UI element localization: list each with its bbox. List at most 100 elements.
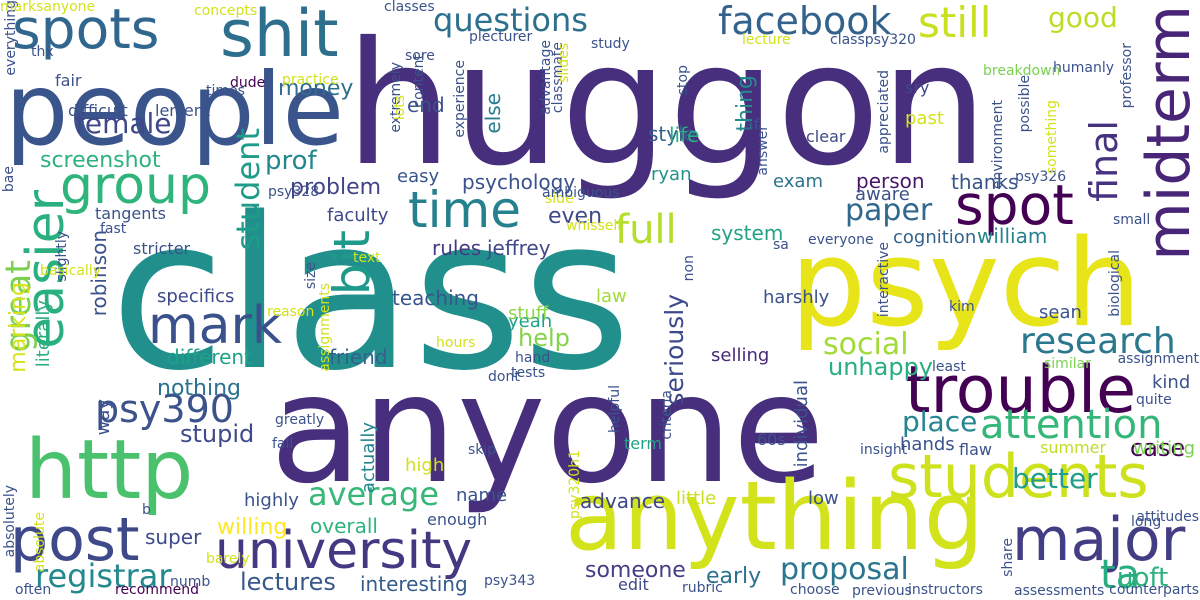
word-instructors: instructors [908, 582, 983, 598]
word-similar: similar [1044, 356, 1091, 372]
word-anything: anything [565, 462, 985, 572]
word-sry: sry [905, 78, 930, 97]
word-biological: biological [1107, 250, 1123, 317]
word-size: size [303, 262, 319, 290]
word-humanly: humanly [1053, 60, 1115, 76]
word-post: post [10, 505, 140, 575]
word-time: time [408, 181, 521, 239]
word-major: major [1012, 505, 1186, 575]
word-fast: fast [100, 221, 127, 237]
word-numb: numb [170, 574, 211, 590]
word-counterparts: counterparts [1109, 582, 1199, 598]
word-yeah: yeah [508, 311, 553, 332]
word-better: better [1012, 462, 1098, 495]
word-professor: professor [1119, 43, 1135, 109]
word-william: william [977, 224, 1048, 248]
word-thanks: thanks [951, 170, 1019, 194]
word-facebook: facebook [718, 0, 892, 43]
word-marksanyone: marksanyone [0, 0, 96, 15]
word-individual: individual [791, 380, 812, 468]
word-registrar: registrar [35, 557, 172, 595]
word-assessments: assessments [1014, 583, 1105, 599]
word-uoft: uoft [1117, 563, 1169, 593]
word-different: different [167, 345, 252, 369]
word-least: least [932, 359, 966, 375]
word-assignment: assignment [1117, 351, 1199, 367]
word-overall: overall [310, 514, 378, 538]
word-classes: classes [384, 0, 435, 15]
word-shit: shit [220, 0, 339, 72]
word-prof: prof [265, 146, 317, 176]
word-trouble: trouble [905, 353, 1137, 428]
word-paper: paper [845, 193, 933, 228]
word-non: non [681, 255, 697, 282]
word-sore: sore [405, 48, 435, 64]
word-problem: problem [290, 175, 382, 200]
word-appreciated: appreciated [876, 70, 892, 154]
word-lenient: lenient [155, 101, 211, 120]
word-student: student [229, 128, 267, 251]
word-lecture: lecture [742, 32, 791, 48]
word-stuff: stuff [508, 303, 549, 324]
word-everyone: everyone [808, 232, 874, 248]
word-aware: aware [855, 184, 910, 205]
word-sean: sean [1039, 302, 1082, 323]
word-ryan: ryan [651, 164, 692, 185]
word-skip: skip [468, 442, 497, 458]
word-previous: previous [852, 583, 912, 599]
word-psy320h1: psy320h1 [567, 450, 583, 519]
word-kind: kind [1152, 372, 1191, 393]
word-harshly: harshly [763, 287, 830, 308]
word-whissell: whissell [566, 218, 622, 234]
word-low: low [808, 488, 839, 509]
word-university: university [215, 521, 473, 581]
word-edit: edit [618, 575, 649, 594]
word-text: text [353, 250, 381, 266]
word-attention: attention [980, 402, 1163, 448]
word-study: study [591, 36, 630, 52]
word-environment: environment [990, 100, 1006, 190]
word-help: help [518, 324, 570, 352]
word-psy343: psy343 [484, 573, 536, 589]
word-place: place [902, 405, 978, 438]
word-ta: ta [1100, 552, 1141, 598]
word-highly: highly [244, 490, 299, 511]
word-long: long [1131, 514, 1162, 530]
word-system: system [711, 221, 784, 245]
word-absolutely: absolutely [2, 485, 18, 558]
word-term: term [624, 434, 662, 453]
word-content: content [411, 54, 427, 108]
word-cognition: cognition [893, 227, 977, 248]
word-questions: questions [433, 1, 588, 39]
word-unhappy: unhappy [828, 353, 934, 381]
word-clear: clear [806, 127, 846, 146]
word-share: share [1000, 538, 1016, 577]
word-psy326: psy326 [1015, 169, 1067, 185]
word-rules: rules [432, 236, 482, 260]
word-early: early [706, 564, 762, 589]
word-something: something [1044, 100, 1060, 175]
word-b: b [142, 502, 151, 518]
word-hands: hands [900, 434, 955, 455]
word-experience: experience [452, 60, 468, 138]
word-thx: thx [31, 44, 54, 60]
word-possible: possible [1017, 75, 1033, 133]
word-marking: marking [6, 282, 31, 373]
word-people: people [5, 51, 344, 168]
word-writing: writing [1133, 438, 1196, 459]
word-concepts: concepts [194, 3, 258, 19]
word-proposal: proposal [780, 552, 909, 587]
word-often: often [15, 582, 52, 598]
word-rubric: rubric [682, 580, 723, 596]
word-times: times [206, 83, 245, 99]
word-even: even [548, 204, 603, 229]
word-jeffrey: jeffrey [487, 236, 551, 260]
word-criteria: criteria [659, 390, 675, 440]
word-actually: actually [358, 422, 379, 494]
word-basically: basically [40, 263, 101, 279]
word-interactive: interactive [876, 242, 892, 318]
word-good: good [1048, 1, 1118, 34]
word-advance: advance [580, 489, 666, 513]
word-friend: friend [329, 345, 388, 369]
